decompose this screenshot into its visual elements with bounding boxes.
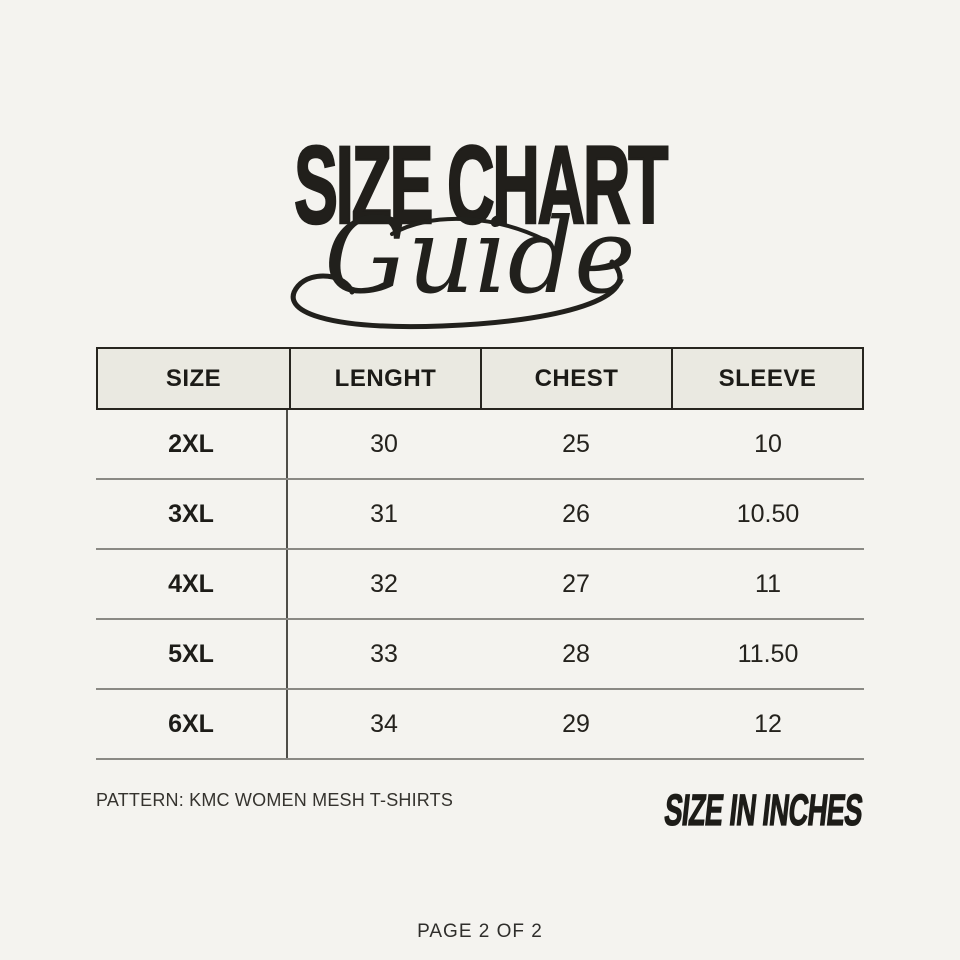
length-cell: 30	[370, 429, 398, 458]
table-row: 6XL 34 29 12	[96, 690, 864, 760]
chest-cell: 26	[562, 499, 590, 528]
page-indicator: PAGE 2 OF 2	[417, 921, 543, 942]
length-cell: 31	[370, 499, 398, 528]
unit-note: SIZE IN INCHES	[546, 786, 865, 836]
sleeve-cell: 10	[754, 429, 782, 458]
pattern-note: PATTERN: KMC WOMEN MESH T-SHIRTS	[96, 790, 454, 810]
chest-cell: 25	[562, 429, 590, 458]
table-body: 2XL 30 25 10 3XL 31 26 10.50 4XL 32 27 1…	[96, 410, 864, 760]
title-size-chart: SIZE CHART	[293, 124, 669, 247]
sleeve-cell: 11	[755, 569, 781, 598]
length-cell: 32	[370, 569, 398, 598]
table-row: 4XL 32 27 11	[96, 550, 864, 620]
guide-upper-swash	[390, 216, 547, 242]
length-cell: 34	[370, 709, 398, 738]
sleeve-cell: 11.50	[737, 639, 799, 668]
size-cell: 3XL	[96, 480, 288, 548]
sleeve-cell: 12	[754, 709, 782, 738]
title-guide-text: Guide	[324, 202, 635, 317]
table-header-row: SIZE LENGHT CHEST SLEEVE	[96, 347, 864, 410]
sleeve-cell: 10.50	[736, 499, 800, 528]
size-cell: 5XL	[96, 620, 288, 688]
size-table: SIZE LENGHT CHEST SLEEVE 2XL 30 25 10 3X…	[96, 347, 864, 760]
chest-cell: 29	[562, 709, 590, 738]
table-row: 3XL 31 26 10.50	[96, 480, 864, 550]
size-cell: 6XL	[96, 690, 288, 758]
chest-cell: 28	[562, 639, 590, 668]
chest-cell: 27	[562, 569, 590, 598]
size-cell: 4XL	[96, 550, 288, 618]
page-title: SIZE CHART	[0, 124, 960, 247]
table-row: 2XL 30 25 10	[96, 410, 864, 480]
length-cell: 33	[370, 639, 398, 668]
header-cell-length: LENGHT	[289, 349, 480, 408]
unit-note-text: SIZE IN INCHES	[661, 786, 865, 836]
header-cell-size: SIZE	[165, 364, 222, 392]
size-cell: 2XL	[96, 410, 288, 478]
guide-underline-swash	[290, 259, 623, 330]
title-guide-script: Guide	[290, 202, 636, 330]
header-cell-chest: CHEST	[480, 349, 671, 408]
table-row: 5XL 33 28 11.50	[96, 620, 864, 690]
header-cell-sleeve: SLEEVE	[671, 349, 862, 408]
